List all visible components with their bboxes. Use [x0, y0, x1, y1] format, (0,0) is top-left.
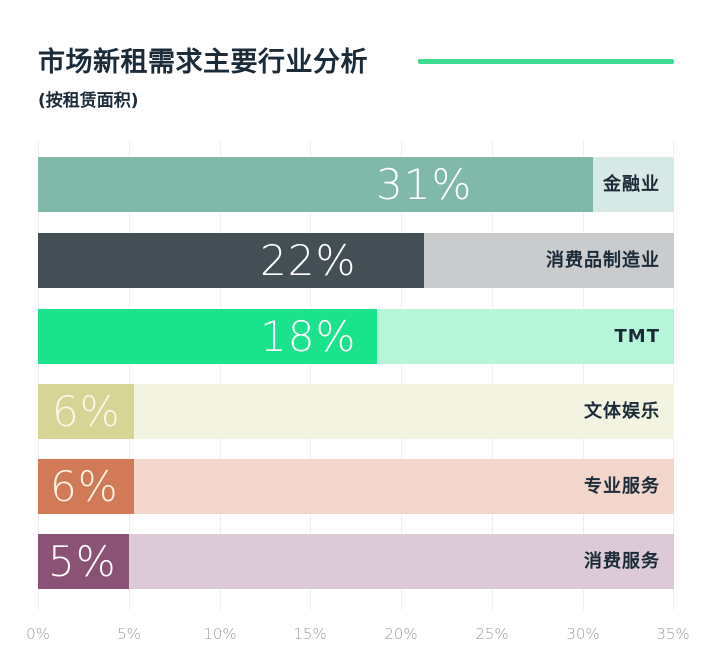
bar-finance [38, 157, 593, 212]
x-tick-label: 30% [566, 625, 600, 643]
plot-area: 31% 金融业 22% 消费品制造业 18% TMT 6% 文体娱乐 6% 专业… [38, 140, 674, 610]
gridline [583, 140, 584, 610]
bar-value-label: 5% [48, 537, 117, 586]
bar-tmt [38, 309, 377, 364]
category-label: 专业服务 [584, 476, 660, 497]
gridline [220, 140, 221, 610]
bar-entertainment [38, 384, 134, 439]
x-tick-label: 5% [117, 625, 141, 643]
chart-title: 市场新租需求主要行业分析 [38, 47, 368, 78]
x-tick-label: 25% [475, 625, 509, 643]
x-tick-label: 35% [656, 625, 690, 643]
bar-track-consumer-services: 5% 消费服务 [38, 534, 674, 589]
bar-track-finance: 31% 金融业 [38, 157, 674, 212]
chart-subtitle: (按租赁面积) [38, 91, 139, 111]
gridline [129, 140, 130, 610]
bar-track-entertainment: 6% 文体娱乐 [38, 384, 674, 439]
bar-value-label: 22% [260, 236, 357, 285]
bar-value-label: 6% [52, 387, 121, 436]
gridline [310, 140, 311, 610]
bar-track-tmt: 18% TMT [38, 309, 674, 364]
bar-value-label: 6% [50, 462, 119, 511]
category-label: 消费服务 [584, 551, 660, 572]
bar-professional-services [38, 459, 134, 514]
bar-track-professional-services: 6% 专业服务 [38, 459, 674, 514]
category-label: 文体娱乐 [584, 401, 660, 422]
category-label: TMT [614, 326, 660, 347]
category-label: 金融业 [603, 174, 660, 195]
gridline [38, 140, 39, 610]
bar-consumer-services [38, 534, 129, 589]
x-tick-label: 10% [203, 625, 237, 643]
category-label: 消费品制造业 [546, 250, 660, 271]
gridline [673, 140, 674, 610]
bar-value-label: 18% [260, 312, 357, 361]
bar-track-consumer-manufacturing: 22% 消费品制造业 [38, 233, 674, 288]
bar-value-label: 31% [376, 160, 473, 209]
gridline [401, 140, 402, 610]
gridline [492, 140, 493, 610]
x-tick-label: 15% [293, 625, 327, 643]
x-tick-label: 0% [26, 625, 50, 643]
x-tick-label: 20% [384, 625, 418, 643]
accent-line [418, 59, 674, 64]
bar-consumer-manufacturing [38, 233, 424, 288]
